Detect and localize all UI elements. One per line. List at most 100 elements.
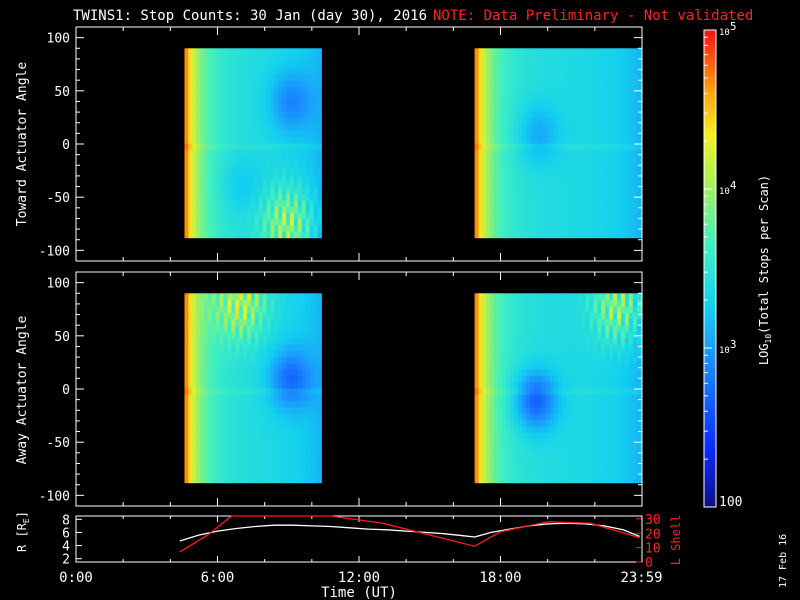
heatmap-cell [305,362,311,370]
heatmap-cell [605,124,610,131]
heatmap-cell [490,318,495,326]
heatmap-cell [561,168,567,176]
heatmap-cell [278,60,283,68]
heatmap-cell [498,168,503,176]
heatmap-cell [490,438,495,446]
heatmap-cell [490,187,495,194]
heatmap-cell [569,130,575,138]
heatmap-cell [522,312,527,320]
date-stamp: 17 Feb 16 [778,534,789,588]
heatmap-cell [553,362,559,370]
heatmap-cell [286,425,291,433]
heatmap-cell [301,174,307,182]
heatmap-cell [518,457,523,465]
heatmap-cell [258,117,264,125]
heatmap-cell [577,199,583,207]
heatmap-cell [597,92,602,100]
heatmap-cell [305,54,311,62]
heatmap-cell [625,155,630,163]
heatmap-cell [200,350,205,357]
heatmap-cell [313,444,318,452]
heatmap-cell [196,124,201,131]
heatmap-cell [262,48,268,56]
heatmap-cell [565,369,571,376]
heatmap-cell [621,48,626,56]
heatmap-cell [301,124,307,131]
heatmap-cell [474,161,480,169]
heatmap-cell [589,86,594,93]
heatmap-cell [589,375,594,383]
heatmap-cell [632,381,638,389]
heatmap-cell [297,60,303,68]
heatmap-cell [510,149,515,157]
heatmap-cell [628,457,634,465]
heatmap-cell [605,369,610,376]
heatmap-cell [565,413,571,421]
heatmap-cell [494,457,499,465]
heatmap-cell [569,174,575,182]
heatmap-cell [553,444,559,452]
heatmap-cell [286,161,291,169]
heatmap-cell [486,470,491,477]
heatmap-cell [632,387,638,395]
heatmap-cell [243,369,248,376]
heatmap-cell [609,318,614,326]
heatmap-cell [482,419,488,427]
heatmap-cell [585,413,590,421]
heatmap-cell [200,54,205,62]
heatmap-cell [514,413,519,421]
heatmap-cell [553,187,559,194]
heatmap-cell [613,193,618,201]
heatmap-cell [502,324,507,332]
heatmap-cell [514,375,519,383]
heatmap-cell [482,305,488,313]
heatmap-cell [482,425,488,433]
heatmap-cell [526,305,531,313]
heatmap-cell [317,470,322,477]
heatmap-cell [506,470,511,477]
heatmap-cell [561,470,567,477]
heatmap-cell [506,54,511,62]
heatmap-cell [589,67,594,75]
heatmap-cell [553,206,559,213]
orbit-left-label-sub: E [22,518,31,523]
heatmap-cell [609,381,614,389]
heatmap-cell [510,117,515,125]
heatmap-cell [482,457,488,465]
heatmap-cell [577,350,583,357]
heatmap-cell [219,387,225,395]
heatmap-cell [625,413,630,421]
heatmap-cell [274,92,279,100]
heatmap-cell [553,305,559,313]
heatmap-cell [188,356,193,364]
heatmap-cell [628,406,634,414]
heatmap-cell [553,73,559,81]
heatmap-cell [262,312,268,320]
heatmap-cell [219,199,225,207]
heatmap-cell [188,432,193,439]
heatmap-cell [490,400,495,408]
heatmap-cell [207,337,213,345]
heatmap-cell [309,67,314,75]
heatmap-cell [211,130,217,138]
heatmap-cell [301,105,307,112]
heatmap-cell [577,105,583,112]
heatmap-cell [215,387,221,395]
heatmap-cell [231,356,236,364]
heatmap-cell [297,369,303,376]
heatmap-cell [227,451,232,458]
heatmap-cell [235,199,240,207]
heatmap-cell [266,406,272,414]
heatmap-cell [211,60,217,68]
heatmap-cell [293,387,299,395]
heatmap-cell [482,476,488,484]
heatmap-cell [617,161,622,169]
heatmap-cell [227,187,232,194]
heatmap-cell [286,98,291,106]
heatmap-cell [262,425,268,433]
heatmap-cell [478,470,484,477]
heatmap-cell [593,356,598,364]
heatmap-cell [293,199,299,207]
heatmap-cell [573,451,579,458]
heatmap-cell [274,218,279,226]
